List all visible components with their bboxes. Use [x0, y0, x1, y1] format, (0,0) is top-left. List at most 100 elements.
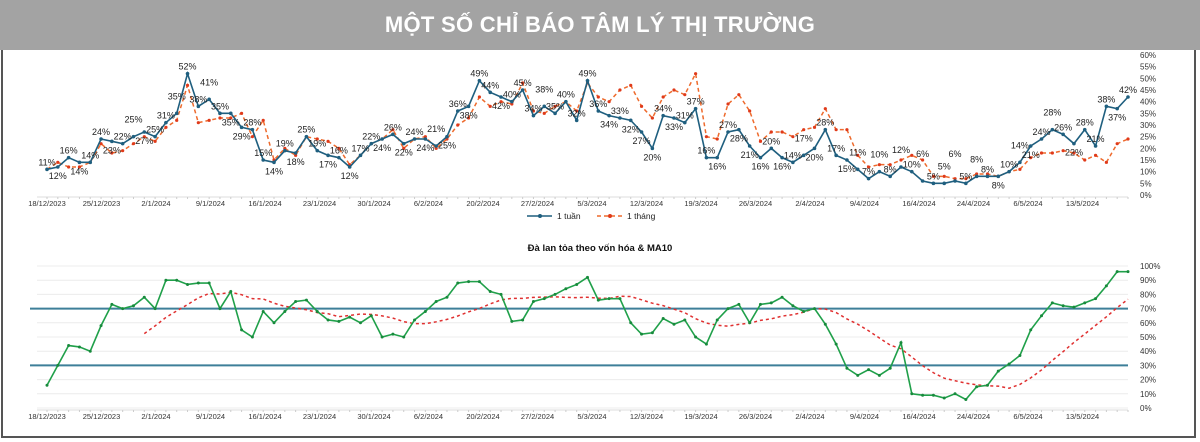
- data-label: 10%: [903, 160, 921, 170]
- data-label: 52%: [179, 62, 197, 72]
- y-tick-label: 80%: [1140, 290, 1156, 299]
- data-label: 35%: [211, 101, 229, 111]
- point-1-thang: [629, 83, 633, 87]
- point-1-thang: [802, 128, 806, 132]
- point-1-tuan: [769, 146, 774, 151]
- point-1-thang: [769, 130, 773, 134]
- data-label: 6%: [949, 149, 962, 159]
- point-1-tuan: [931, 181, 936, 186]
- point-breadth: [586, 275, 589, 279]
- point-breadth: [261, 309, 265, 313]
- point-1-tuan: [520, 88, 525, 92]
- point-breadth: [218, 307, 222, 311]
- point-breadth: [942, 396, 946, 400]
- point-1-tuan: [715, 155, 720, 160]
- y-tick-label: 30%: [1140, 121, 1156, 130]
- point-1-thang: [142, 135, 146, 139]
- data-label: 37%: [687, 97, 705, 107]
- point-1-tuan: [985, 174, 990, 179]
- x-tick-label: 9/1/2024: [196, 199, 225, 208]
- data-label: 28%: [1043, 108, 1061, 118]
- point-1-tuan: [326, 153, 330, 158]
- legend-label-1-thang: 1 tháng: [627, 211, 656, 221]
- point-1-thang: [931, 174, 936, 178]
- point-1-tuan: [866, 176, 871, 181]
- point-1-thang: [737, 93, 741, 97]
- point-1-thang: [639, 104, 644, 108]
- data-label: 14%: [265, 166, 283, 176]
- point-breadth: [1007, 362, 1011, 366]
- point-1-tuan: [153, 134, 157, 139]
- point-1-tuan: [250, 127, 255, 132]
- point-breadth: [1050, 301, 1054, 305]
- data-label: 21%: [1022, 150, 1040, 160]
- point-1-thang: [250, 135, 254, 139]
- point-breadth: [402, 335, 406, 339]
- point-breadth: [164, 278, 168, 282]
- point-breadth: [315, 309, 319, 313]
- data-label: 35%: [168, 91, 186, 101]
- point-1-thang: [175, 118, 179, 122]
- point-breadth: [607, 297, 611, 301]
- point-1-tuan: [1028, 144, 1033, 148]
- y-tick-label: 40%: [1140, 98, 1156, 107]
- point-1-tuan: [1126, 95, 1130, 99]
- point-breadth: [445, 295, 449, 299]
- point-1-tuan: [682, 120, 687, 125]
- point-breadth: [726, 307, 730, 311]
- point-1-tuan: [942, 181, 947, 186]
- data-label: 42%: [1119, 85, 1137, 95]
- x-tick-label: 27/2/2024: [521, 412, 554, 421]
- point-1-tuan: [1018, 160, 1022, 165]
- point-1-thang: [780, 130, 784, 134]
- point-1-thang: [77, 165, 82, 169]
- point-1-thang: [1039, 151, 1044, 155]
- data-label: 28%: [243, 118, 261, 128]
- point-1-tuan: [607, 113, 611, 118]
- point-breadth: [704, 342, 708, 346]
- point-breadth: [488, 290, 492, 294]
- point-1-thang: [466, 116, 471, 120]
- y-tick-label: 55%: [1140, 63, 1156, 72]
- point-1-tuan: [337, 155, 341, 160]
- point-breadth: [348, 315, 352, 319]
- point-1-tuan: [899, 165, 903, 169]
- data-label: 27%: [719, 120, 737, 130]
- point-1-tuan: [315, 148, 320, 153]
- point-breadth: [737, 302, 741, 306]
- point-1-tuan: [553, 111, 557, 116]
- point-1-thang: [56, 160, 60, 164]
- point-1-tuan: [693, 106, 698, 111]
- y-tick-label: 20%: [1140, 376, 1156, 385]
- data-label: 49%: [578, 69, 596, 79]
- point-breadth: [1040, 314, 1044, 318]
- data-label: 41%: [200, 77, 218, 87]
- point-1-tuan: [996, 174, 1001, 179]
- point-1-thang: [1093, 153, 1098, 157]
- x-tick-label: 6/5/2024: [1013, 199, 1042, 208]
- point-breadth: [380, 335, 384, 339]
- data-label: 12%: [49, 171, 67, 181]
- x-tick-label: 24/4/2024: [957, 199, 990, 208]
- point-1-tuan: [261, 158, 266, 162]
- data-label: 31%: [676, 111, 694, 121]
- point-1-tuan: [834, 153, 838, 158]
- x-tick-label: 12/3/2024: [630, 199, 663, 208]
- point-breadth: [175, 278, 179, 282]
- point-breadth: [56, 363, 60, 367]
- data-label: 21%: [427, 124, 445, 134]
- point-breadth: [575, 282, 579, 286]
- point-1-thang: [1126, 137, 1130, 141]
- point-1-tuan: [1093, 144, 1098, 148]
- data-label: 28%: [816, 118, 834, 128]
- point-1-tuan: [369, 141, 374, 146]
- data-label: 25%: [297, 125, 315, 135]
- point-1-thang: [1083, 158, 1087, 162]
- point-breadth: [640, 332, 644, 336]
- point-1-tuan: [650, 146, 655, 151]
- point-1-tuan: [574, 118, 579, 123]
- data-label: 5%: [938, 161, 951, 171]
- x-tick-label: 2/1/2024: [141, 412, 170, 421]
- data-label: 15%: [254, 148, 272, 158]
